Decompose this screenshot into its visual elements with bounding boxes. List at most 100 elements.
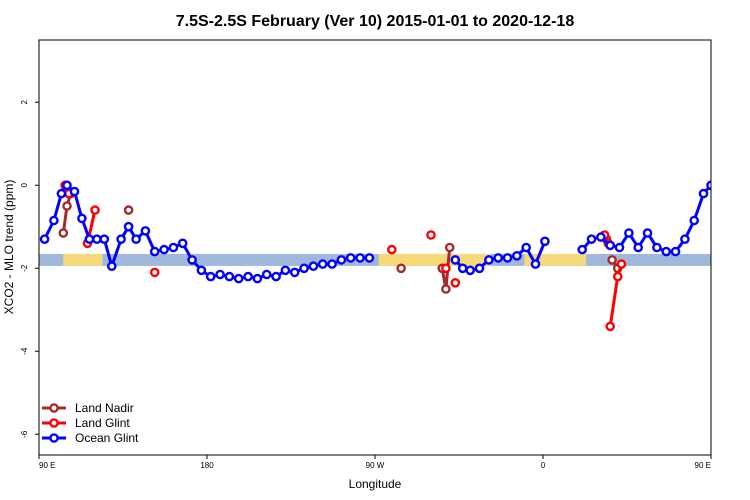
data-point	[441, 263, 451, 274]
data-point	[99, 234, 110, 244]
data-point	[732, 229, 739, 236]
data-point	[327, 259, 337, 269]
data-point	[474, 263, 485, 274]
series-land-nadir	[58, 188, 746, 294]
data-point	[607, 255, 617, 265]
data-point	[441, 284, 451, 294]
data-point	[722, 217, 729, 224]
chart-title: 7.5S-2.5S February (Ver 10) 2015-01-01 t…	[176, 13, 575, 30]
background-band	[39, 253, 750, 266]
data-point	[243, 271, 253, 282]
data-point	[107, 261, 117, 272]
data-point	[450, 277, 461, 288]
data-point	[577, 244, 588, 255]
data-point	[271, 271, 281, 282]
data-point	[345, 253, 356, 263]
data-point	[56, 188, 67, 199]
legend-label: Ocean Glint	[75, 431, 139, 445]
data-point	[493, 253, 504, 263]
series-line	[735, 194, 742, 233]
data-point	[69, 186, 80, 197]
x-tick-label: 90 E	[695, 461, 711, 470]
data-point	[177, 238, 188, 249]
x-axis-label: Longitude	[349, 477, 402, 491]
legend-marker	[49, 418, 59, 428]
data-point	[187, 255, 197, 265]
x-axis: 90 E 180 90 W 0 90 E	[38, 455, 712, 470]
data-point	[670, 246, 681, 257]
data-point	[713, 236, 720, 243]
data-point	[233, 273, 244, 284]
x-tick-label: 180	[200, 461, 214, 470]
data-point	[224, 271, 235, 282]
data-point	[484, 255, 494, 265]
data-point	[706, 180, 711, 191]
data-point	[364, 253, 375, 263]
data-point	[62, 180, 72, 191]
data-point	[299, 263, 309, 274]
data-point	[444, 242, 455, 253]
data-point	[62, 201, 72, 211]
data-point	[123, 205, 134, 215]
y-axis-label: XCO2 - MLO trend (ppm)	[2, 180, 16, 315]
data-point	[734, 182, 741, 189]
data-point	[386, 244, 397, 255]
data-point	[396, 263, 406, 274]
data-point	[261, 269, 272, 280]
data-point	[680, 234, 690, 244]
data-point	[140, 226, 151, 236]
data-point	[168, 242, 179, 253]
data-point	[612, 271, 623, 282]
data-point	[457, 263, 468, 274]
data-point	[642, 228, 653, 238]
data-point	[739, 190, 746, 197]
data-point	[586, 234, 597, 244]
legend-label: Land Nadir	[75, 401, 134, 415]
y-tick-label: -6	[20, 430, 29, 438]
data-point	[540, 236, 550, 247]
data-point	[77, 213, 87, 224]
data-point	[502, 253, 513, 263]
data-point	[521, 242, 532, 253]
data-point	[605, 321, 616, 332]
y-axis: 2 0 -2 -4 -6	[20, 99, 39, 438]
legend-label: Land Glint	[75, 416, 130, 430]
data-point	[426, 230, 436, 240]
data-point	[289, 267, 300, 278]
legend-marker	[49, 433, 59, 443]
data-point	[336, 255, 347, 265]
land-band-0	[63, 253, 103, 266]
data-point	[116, 234, 126, 244]
data-point	[355, 253, 365, 263]
data-point	[661, 246, 672, 257]
data-point	[605, 240, 616, 251]
data-point	[512, 250, 522, 261]
y-tick-label: 0	[20, 182, 29, 187]
data-point	[196, 265, 207, 276]
legend-marker	[49, 403, 59, 413]
data-point	[123, 221, 134, 232]
data-point	[205, 271, 216, 282]
series-line	[61, 193, 73, 234]
land-band-1	[378, 253, 491, 266]
data-point	[633, 242, 644, 253]
data-point	[131, 234, 141, 244]
data-point	[652, 242, 662, 253]
data-point	[735, 182, 742, 189]
legend-entry-land-nadir: Land Nadir	[42, 401, 134, 415]
data-point	[450, 255, 461, 265]
land-band-3	[735, 254, 750, 266]
data-point	[624, 228, 634, 238]
data-point	[317, 259, 328, 269]
x-tick-label: 90 E	[39, 461, 55, 470]
data-point	[92, 234, 102, 244]
data-point	[159, 244, 169, 255]
data-point	[614, 242, 625, 253]
data-point	[698, 188, 709, 199]
data-point	[735, 202, 742, 209]
series-ocean-glint	[39, 180, 742, 284]
y-tick-label: -4	[20, 347, 29, 355]
legend-entry-ocean-glint: Ocean Glint	[42, 431, 139, 445]
data-point	[280, 265, 291, 276]
